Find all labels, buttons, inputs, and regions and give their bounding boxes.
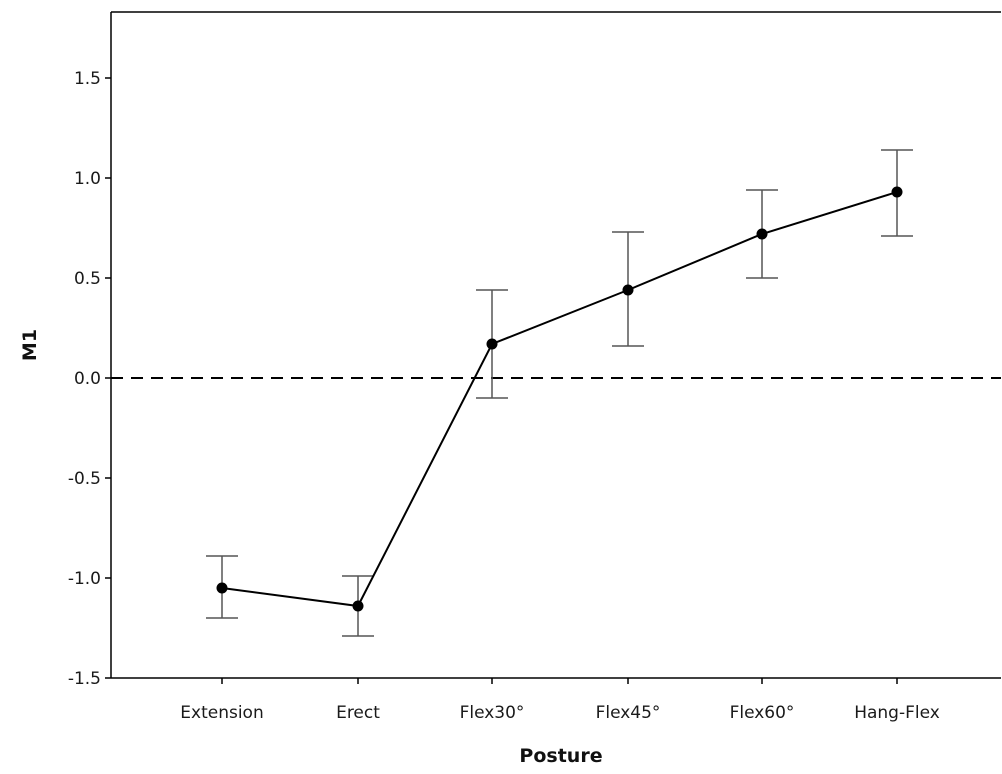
series-line bbox=[221, 191, 898, 608]
y-tick-label: -1.0 bbox=[68, 569, 101, 589]
y-tick-label: 0.5 bbox=[74, 269, 101, 289]
y-tick-label: 1.5 bbox=[74, 69, 101, 89]
error-bars bbox=[206, 149, 913, 637]
y-tick-label: 0.0 bbox=[74, 369, 101, 389]
y-tick-label: 1.0 bbox=[74, 169, 101, 189]
y-axis-title: M1 bbox=[19, 329, 41, 361]
data-point bbox=[352, 600, 364, 612]
data-point bbox=[756, 228, 768, 240]
x-tick-label: Flex30° bbox=[460, 703, 525, 723]
x-tick-label: Flex60° bbox=[730, 703, 795, 723]
data-point bbox=[891, 186, 903, 198]
x-tick-label: Hang-Flex bbox=[854, 703, 940, 723]
y-tick-label: -0.5 bbox=[68, 469, 101, 489]
x-axis: Extension Erect Flex30° Flex45° Flex60° Hang-… bbox=[180, 678, 940, 723]
y-tick-label: -1.5 bbox=[68, 669, 101, 689]
data-point bbox=[216, 582, 228, 594]
series-group bbox=[216, 186, 903, 612]
x-tick-label: Flex45° bbox=[596, 703, 661, 723]
x-tick-label: Erect bbox=[336, 703, 380, 723]
data-point bbox=[622, 284, 634, 296]
x-axis-title: Posture bbox=[519, 745, 602, 767]
y-axis: -1.5 -1.0 -0.5 0.0 0.5 1.0 1.5 bbox=[68, 69, 111, 689]
data-point bbox=[486, 338, 498, 350]
x-tick-label: Extension bbox=[180, 703, 263, 723]
plot-frame bbox=[110, 11, 1001, 679]
